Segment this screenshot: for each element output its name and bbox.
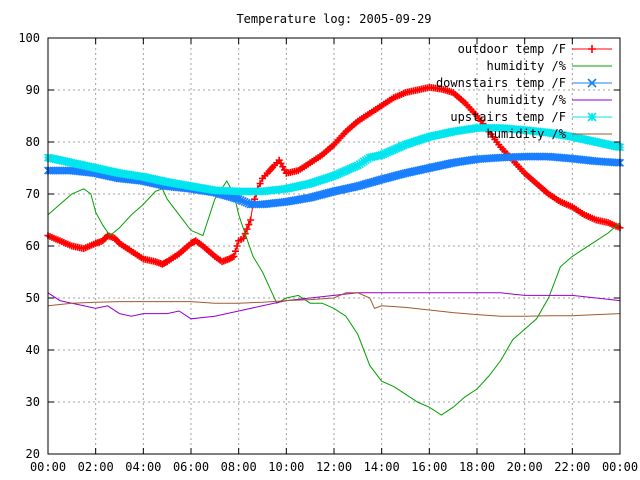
legend-entry: outdoor temp /F [458,42,612,56]
y-tick-label: 20 [26,447,40,461]
legend-marker [587,112,597,122]
x-tick-label: 14:00 [364,460,400,474]
y-tick-label: 100 [18,31,40,45]
legend-marker [587,78,597,88]
legend-entry: humidity /% [487,93,612,107]
series-5 [47,292,621,317]
legend-label: upstairs temp /F [450,110,566,124]
legend-entry: humidity /% [487,59,612,73]
series-1 [47,180,621,416]
x-tick-label: 10:00 [268,460,304,474]
y-tick-label: 80 [26,135,40,149]
legend-label: humidity /% [487,127,567,141]
x-tick-label: 08:00 [221,460,257,474]
x-tick-label: 22:00 [554,460,590,474]
x-tick-label: 12:00 [316,460,352,474]
y-tick-label: 50 [26,291,40,305]
legend-entry: downstairs temp /F [436,76,612,90]
legend-label: humidity /% [487,59,567,73]
x-tick-label: 00:00 [602,460,638,474]
y-tick-label: 60 [26,239,40,253]
x-tick-label: 16:00 [411,460,447,474]
legend-entry: humidity /% [487,127,612,141]
legend-label: humidity /% [487,93,567,107]
legend-marker [588,45,596,53]
series-line [47,292,621,320]
series-line [47,180,621,416]
x-tick-label: 04:00 [125,460,161,474]
x-tick-label: 00:00 [30,460,66,474]
x-tick-label: 06:00 [173,460,209,474]
y-tick-label: 30 [26,395,40,409]
x-tick-label: 18:00 [459,460,495,474]
y-tick-label: 90 [26,83,40,97]
x-tick-label: 02:00 [78,460,114,474]
chart-title: Temperature log: 2005-09-29 [236,12,431,26]
series-line [47,292,621,317]
axes: 20 30 40 50 60 70 80 90 100 00:00 02:00 04:00 06:00 0… [18,31,638,474]
legend-label: downstairs temp /F [436,76,566,90]
x-tick-label: 20:00 [507,460,543,474]
legend: outdoor temp /F humidity /% downstairs tem… [436,42,612,141]
legend-label: outdoor temp /F [458,42,566,56]
legend-entry: upstairs temp /F [450,110,612,124]
y-tick-label: 70 [26,187,40,201]
series-3 [47,292,621,320]
y-tick-label: 40 [26,343,40,357]
